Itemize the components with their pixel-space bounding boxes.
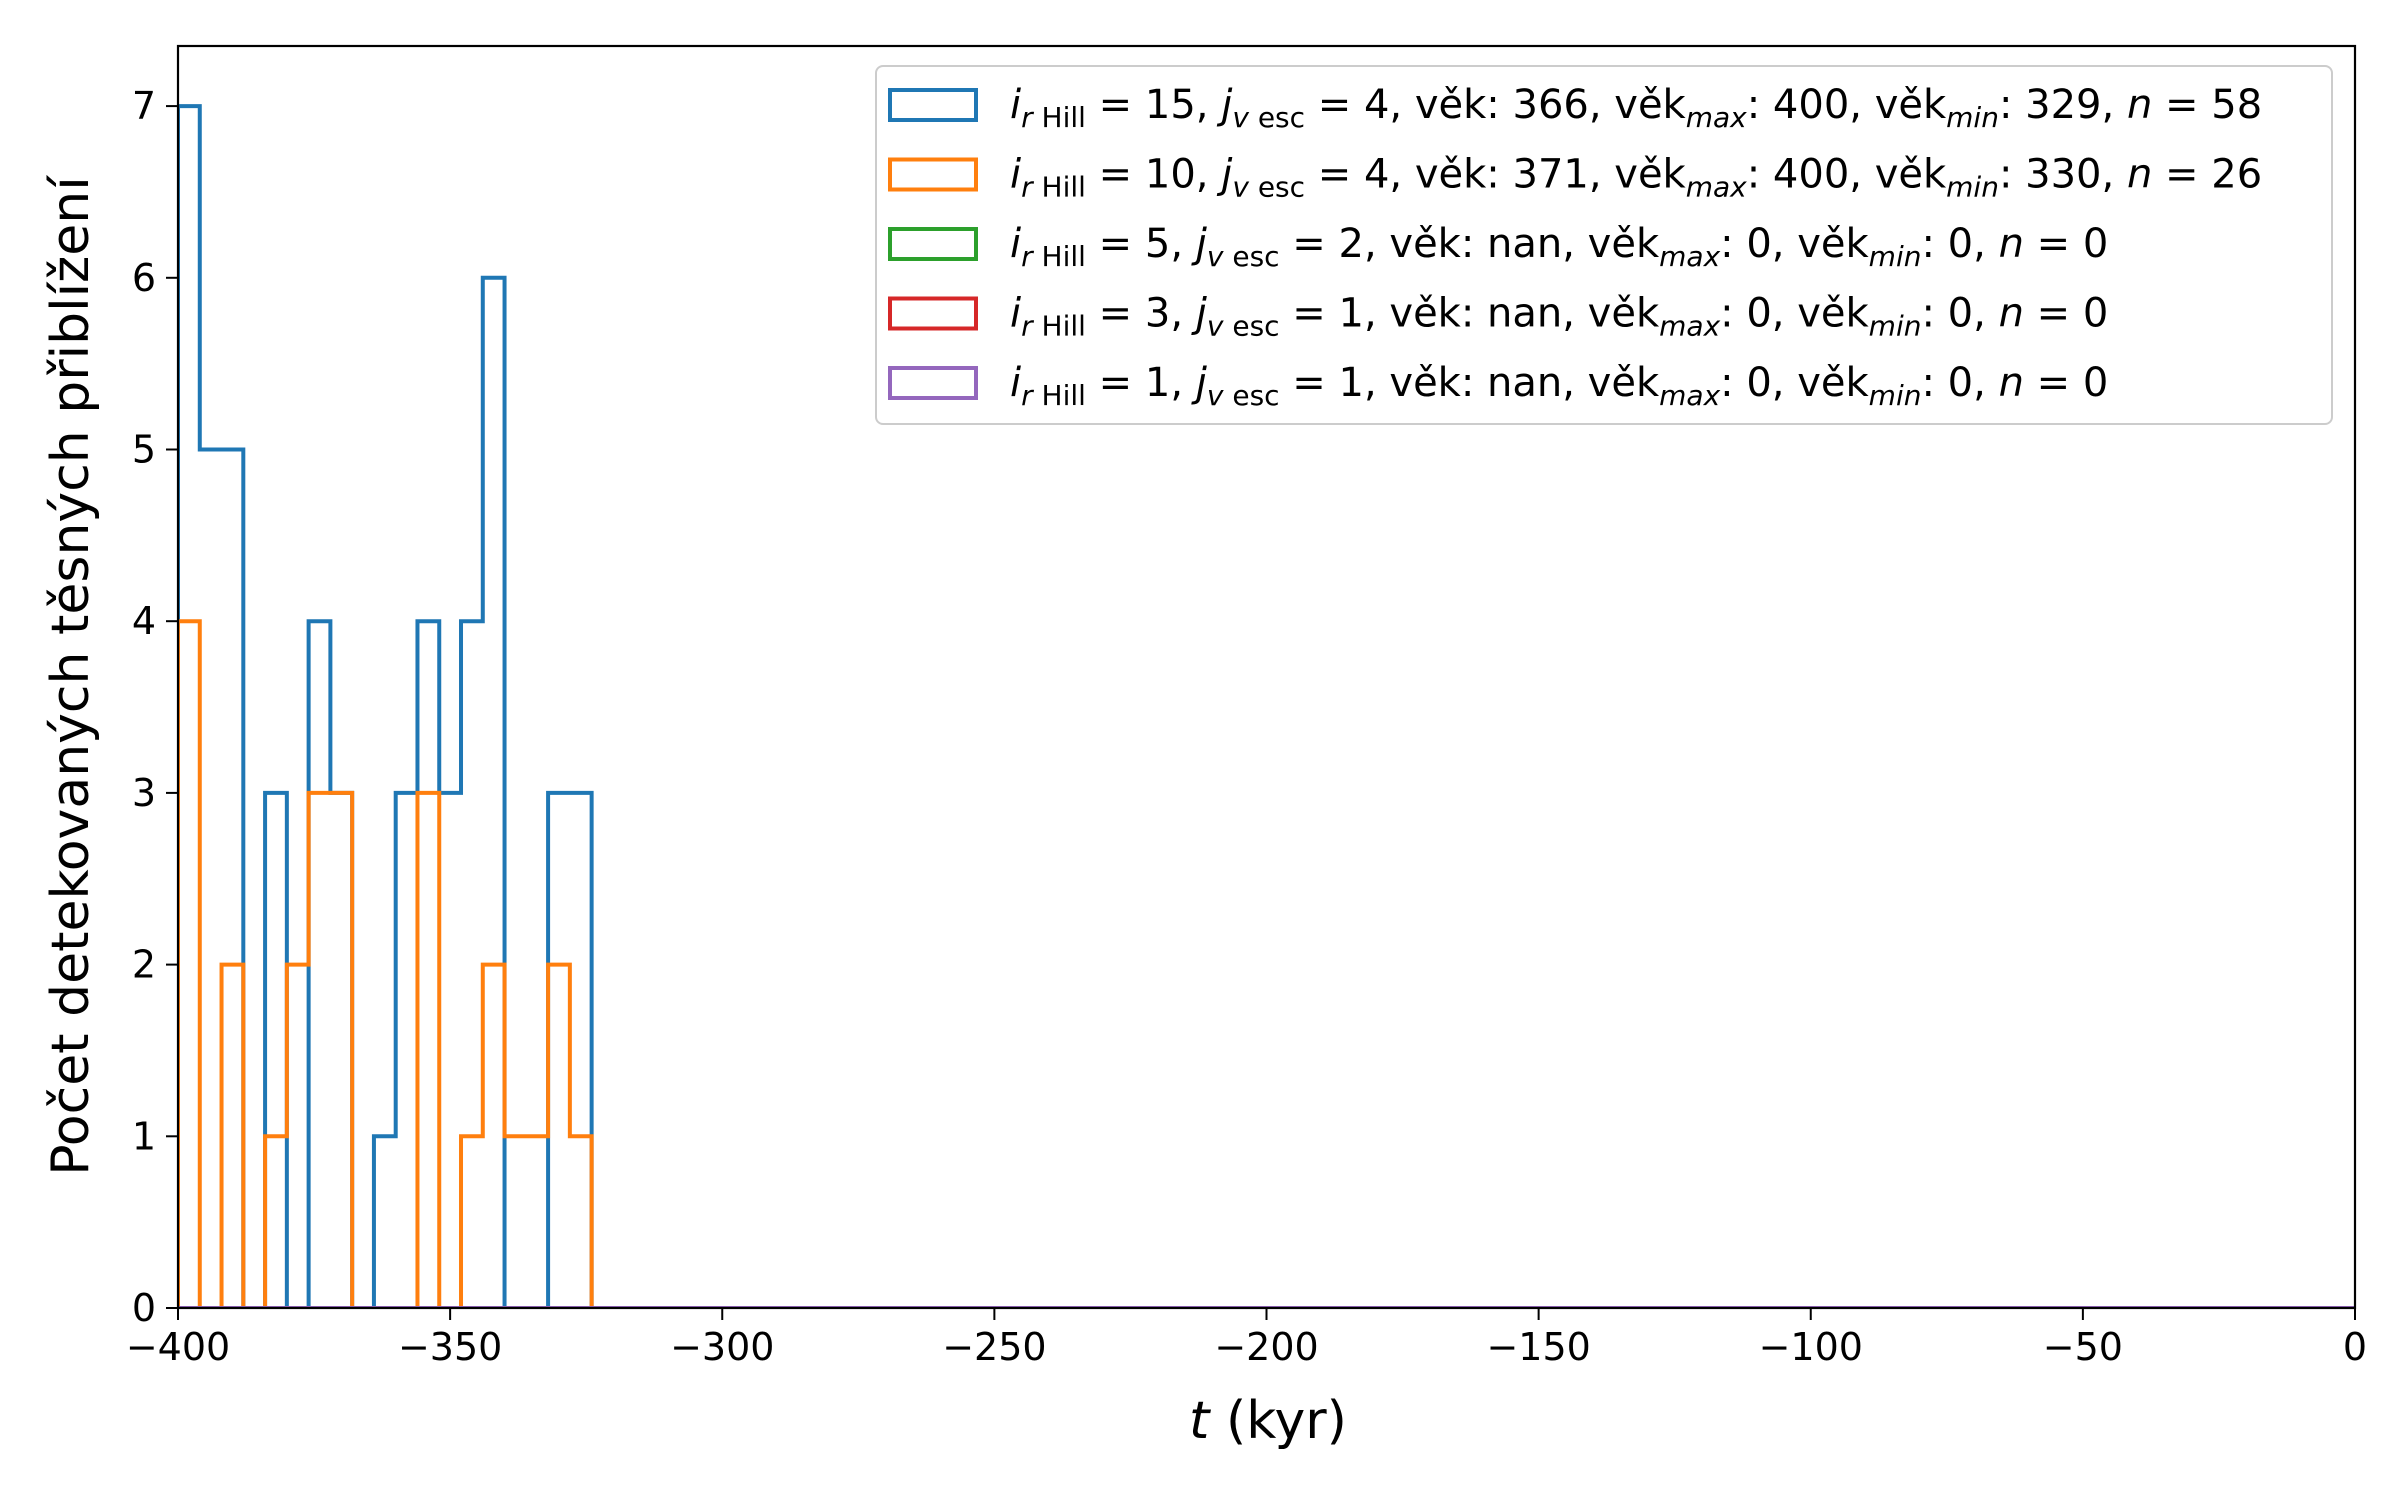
- legend-swatch-2: [888, 157, 978, 192]
- y-tick-label: 1: [132, 1114, 156, 1158]
- y-tick-label: 6: [132, 256, 156, 300]
- x-tick-label: −300: [670, 1325, 774, 1369]
- x-tick-label: −100: [1759, 1325, 1863, 1369]
- legend-entry-1: ir Hill = 15, jv esc = 4, věk: 366, věkm…: [1010, 82, 2262, 134]
- legend-frame: [875, 65, 2333, 425]
- x-tick-label: −250: [942, 1325, 1046, 1369]
- x-tick-label: −200: [1214, 1325, 1318, 1369]
- x-tick-label: −400: [126, 1325, 230, 1369]
- x-tick-label: −150: [1486, 1325, 1590, 1369]
- x-axis-label: t (kyr): [1189, 1391, 1347, 1451]
- legend-entry-2: ir Hill = 10, jv esc = 4, věk: 371, věkm…: [1010, 152, 2262, 204]
- legend-swatch-5: [888, 366, 978, 400]
- y-tick-label: 3: [132, 771, 156, 815]
- legend: ir Hill = 15, jv esc = 4, věk: 366, věkm…: [875, 65, 2333, 425]
- legend-entry-4: ir Hill = 3, jv esc = 1, věk: nan, věkma…: [1010, 291, 2108, 343]
- series-2-step-outline: [178, 619, 2355, 1308]
- y-tick-label: 7: [132, 84, 156, 128]
- legend-swatch-3: [888, 227, 978, 261]
- x-axis: −400 −350 −300 −250 −200 −150 −100 −50 0: [126, 1308, 2367, 1369]
- y-tick-label: 4: [132, 599, 156, 643]
- y-axis: 0 1 2 3 4 5 6 7: [132, 84, 178, 1330]
- legend-swatch-1: [888, 88, 978, 122]
- y-tick-label: 0: [132, 1286, 156, 1330]
- y-axis-label: Počet detekovaných těsných přiblížení: [41, 175, 101, 1176]
- x-tick-label: −350: [398, 1325, 502, 1369]
- legend-swatch-4: [888, 296, 978, 331]
- y-tick-label: 2: [132, 943, 156, 987]
- x-tick-label: 0: [2343, 1325, 2367, 1369]
- y-tick-label: 5: [132, 427, 156, 471]
- legend-entry-3: ir Hill = 5, jv esc = 2, věk: nan, věkma…: [1010, 221, 2108, 273]
- legend-entry-5: ir Hill = 1, jv esc = 1, věk: nan, věkma…: [1010, 360, 2108, 412]
- series-1-step-outline: [178, 104, 2355, 1308]
- x-tick-label: −50: [2043, 1325, 2123, 1369]
